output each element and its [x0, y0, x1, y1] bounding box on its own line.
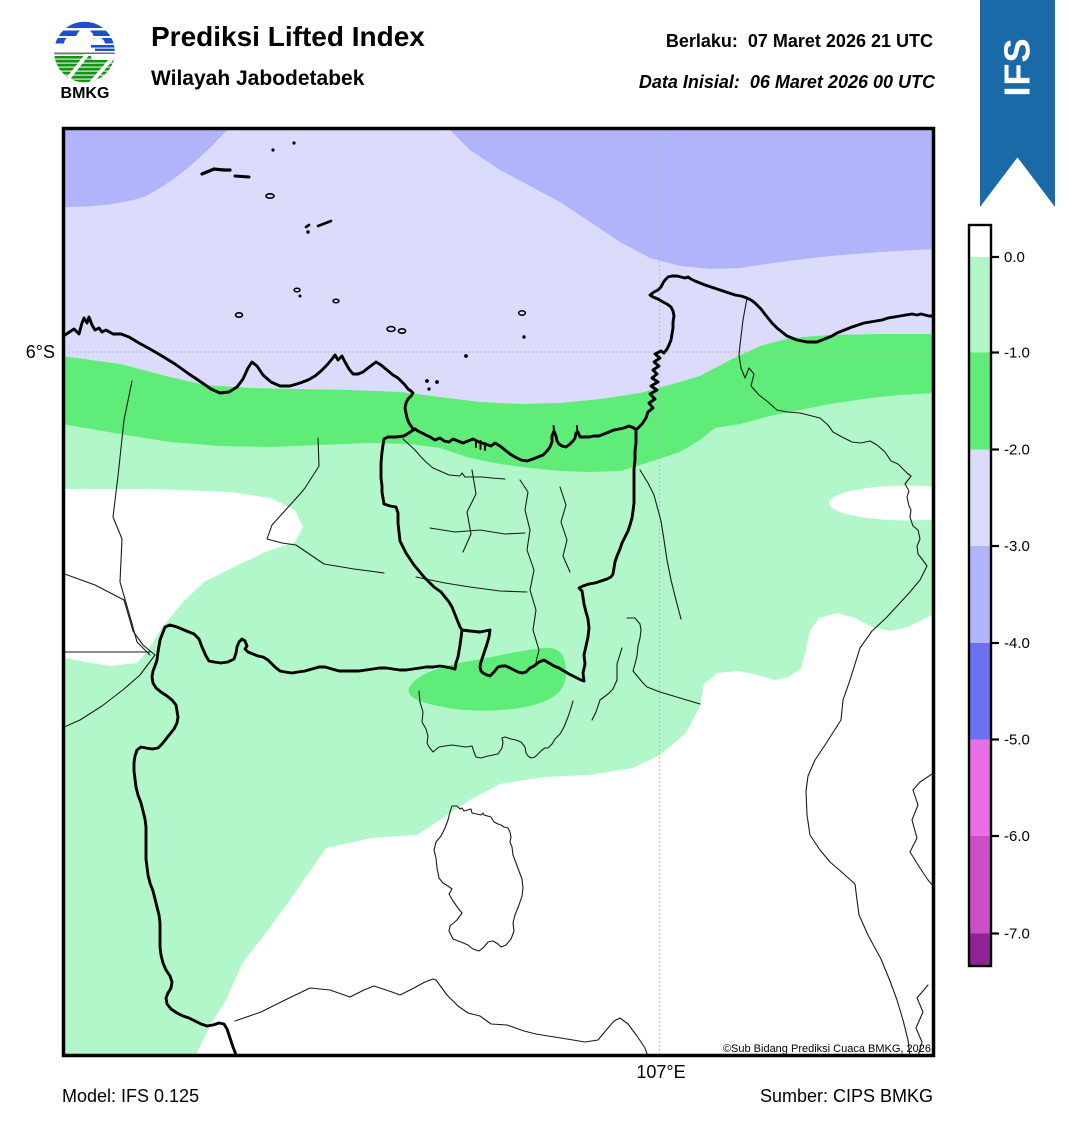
svg-text:-4.0: -4.0 [1004, 635, 1030, 652]
svg-text:©Sub Bidang Prediksi Cuaca BMK: ©Sub Bidang Prediksi Cuaca BMKG, 2026 [723, 1043, 931, 1055]
svg-text:-1.0: -1.0 [1004, 345, 1030, 362]
svg-text:-5.0: -5.0 [1004, 732, 1030, 749]
svg-text:-6.0: -6.0 [1004, 828, 1030, 845]
svg-text:-2.0: -2.0 [1004, 442, 1030, 459]
svg-text:0.0: 0.0 [1004, 249, 1025, 266]
svg-text:-3.0: -3.0 [1004, 538, 1030, 555]
svg-text:-7.0: -7.0 [1004, 926, 1030, 943]
